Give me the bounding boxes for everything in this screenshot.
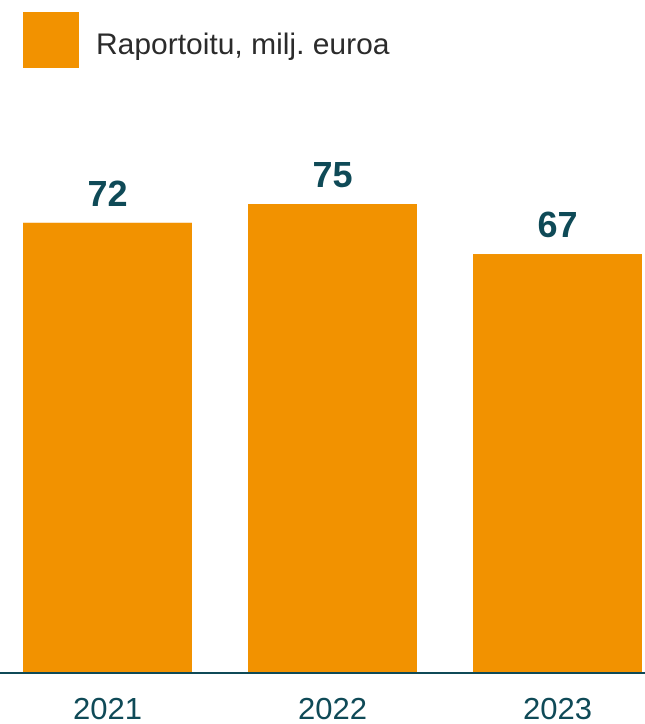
value-labels: 72 75 67 <box>87 154 577 245</box>
bar-2023 <box>473 254 642 673</box>
value-label-2023: 67 <box>537 204 577 245</box>
x-tick-label-2021: 2021 <box>73 691 142 724</box>
x-tick-label-2022: 2022 <box>298 691 367 724</box>
legend-swatch <box>23 12 79 68</box>
legend-label: Raportoitu, milj. euroa <box>96 28 390 61</box>
bar-2022 <box>248 204 417 673</box>
x-tick-labels: 2021 2022 2023 <box>73 691 592 724</box>
bars <box>23 204 642 673</box>
bar-2021 <box>23 222 192 673</box>
value-label-2022: 75 <box>312 154 352 195</box>
value-label-2021: 72 <box>87 173 127 214</box>
x-tick-label-2023: 2023 <box>523 691 592 724</box>
legend: Raportoitu, milj. euroa <box>23 12 390 68</box>
